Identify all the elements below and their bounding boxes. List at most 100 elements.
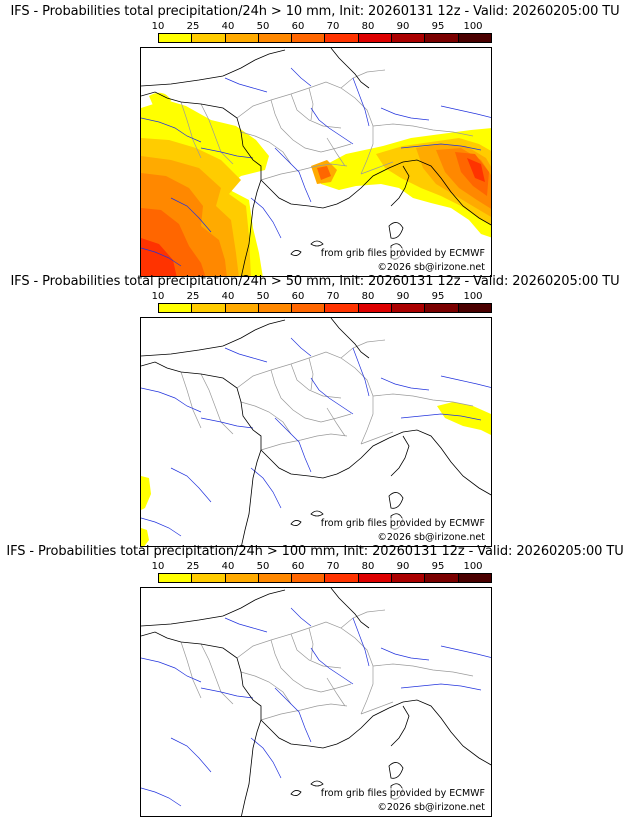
border-line <box>326 407 346 437</box>
precipitation-map: from grib files provided by ECMWF ©2026 … <box>140 47 492 277</box>
river-line <box>380 377 430 391</box>
border-line <box>240 131 292 165</box>
river-line <box>170 467 212 503</box>
scale-labels: 10 25 40 50 60 70 80 90 95 100 <box>152 561 492 572</box>
scale-swatch <box>225 304 259 312</box>
scale-label: 80 <box>361 291 375 302</box>
scale-swatch <box>358 304 393 312</box>
border-line <box>360 701 394 715</box>
scale-swatch <box>258 304 293 312</box>
scale-swatch <box>225 34 259 42</box>
coastline <box>260 699 491 766</box>
border-line <box>360 431 394 445</box>
border-line <box>308 87 314 121</box>
coastline <box>330 48 370 89</box>
river-line <box>200 687 254 699</box>
scale-swatch <box>192 574 226 582</box>
scale-swatch <box>392 34 426 42</box>
coastline <box>310 240 324 247</box>
scale-swatch <box>425 574 459 582</box>
coastline <box>388 762 404 779</box>
border-line <box>180 371 202 429</box>
credit-source: from grib files provided by ECMWF <box>320 248 485 259</box>
precipitation-map: from grib files provided by ECMWF ©2026 … <box>140 587 492 817</box>
border-line <box>290 93 342 129</box>
scale-swatch <box>325 574 359 582</box>
border-line <box>290 363 342 399</box>
river-line <box>440 645 491 658</box>
scale-swatch <box>258 34 293 42</box>
scale-label: 90 <box>396 21 410 32</box>
border-line <box>200 643 234 705</box>
scale-label: 70 <box>326 291 340 302</box>
scale-labels: 10 25 40 50 60 70 80 90 95 100 <box>152 291 492 302</box>
river-line <box>170 737 212 773</box>
map-drawing <box>141 588 491 816</box>
border-line <box>308 627 314 661</box>
scale-swatch <box>192 304 226 312</box>
scale-swatch <box>392 304 426 312</box>
scale-swatch <box>358 574 393 582</box>
scale-swatch <box>192 34 226 42</box>
color-scale-bar <box>158 303 492 313</box>
coastline <box>260 429 491 496</box>
panel-50mm: IFS - Probabilities total precipitation/… <box>0 270 630 547</box>
river-line <box>352 77 370 127</box>
river-line <box>250 737 282 779</box>
scale-labels: 10 25 40 50 60 70 80 90 95 100 <box>152 21 492 32</box>
border-line <box>180 101 202 159</box>
river-line <box>224 77 268 93</box>
border-line <box>340 69 386 89</box>
river-line <box>290 607 312 627</box>
scale-swatch <box>325 304 359 312</box>
scale-swatch <box>159 34 193 42</box>
credit-copyright: ©2026 sb@irizone.net <box>377 802 485 813</box>
river-line <box>310 107 354 145</box>
river-line <box>352 347 370 397</box>
scale-swatch <box>258 574 293 582</box>
border-line <box>340 339 386 359</box>
scale-label: 95 <box>431 291 445 302</box>
scale-swatch <box>159 304 193 312</box>
river-line <box>352 617 370 667</box>
scale-label: 60 <box>291 291 305 302</box>
scale-swatch <box>425 304 459 312</box>
river-line <box>290 67 312 87</box>
river-line <box>274 147 312 203</box>
river-line <box>380 647 430 661</box>
scale-swatch <box>292 574 326 582</box>
scale-swatch <box>392 574 426 582</box>
scale-label: 70 <box>326 561 340 572</box>
border-line <box>260 433 348 451</box>
map-drawing <box>141 48 491 276</box>
scale-swatch <box>159 574 193 582</box>
probability-area <box>141 476 151 510</box>
river-line <box>274 417 312 473</box>
scale-label: 95 <box>431 561 445 572</box>
river-line <box>250 467 282 509</box>
border-line <box>240 401 292 435</box>
credit-copyright: ©2026 sb@irizone.net <box>377 532 485 543</box>
scale-swatch <box>358 34 393 42</box>
river-line <box>440 375 491 388</box>
border-line <box>200 103 234 165</box>
river-line <box>141 787 182 807</box>
coastline <box>141 319 286 357</box>
scale-label: 25 <box>186 21 200 32</box>
river-line <box>200 147 254 159</box>
scale-label: 100 <box>463 561 483 572</box>
river-line <box>224 347 268 363</box>
coastline <box>141 49 286 87</box>
border-line <box>236 621 374 715</box>
river-line <box>274 687 312 743</box>
river-line <box>440 105 491 118</box>
scale-label: 10 <box>151 561 165 572</box>
scale-label: 50 <box>256 291 270 302</box>
coastline <box>388 222 404 239</box>
scale-swatch <box>458 304 491 312</box>
panel-100mm: IFS - Probabilities total precipitation/… <box>0 540 630 817</box>
scale-label: 50 <box>256 561 270 572</box>
border-line <box>326 137 346 167</box>
scale-label: 95 <box>431 21 445 32</box>
panel-title: IFS - Probabilities total precipitation/… <box>10 4 620 19</box>
